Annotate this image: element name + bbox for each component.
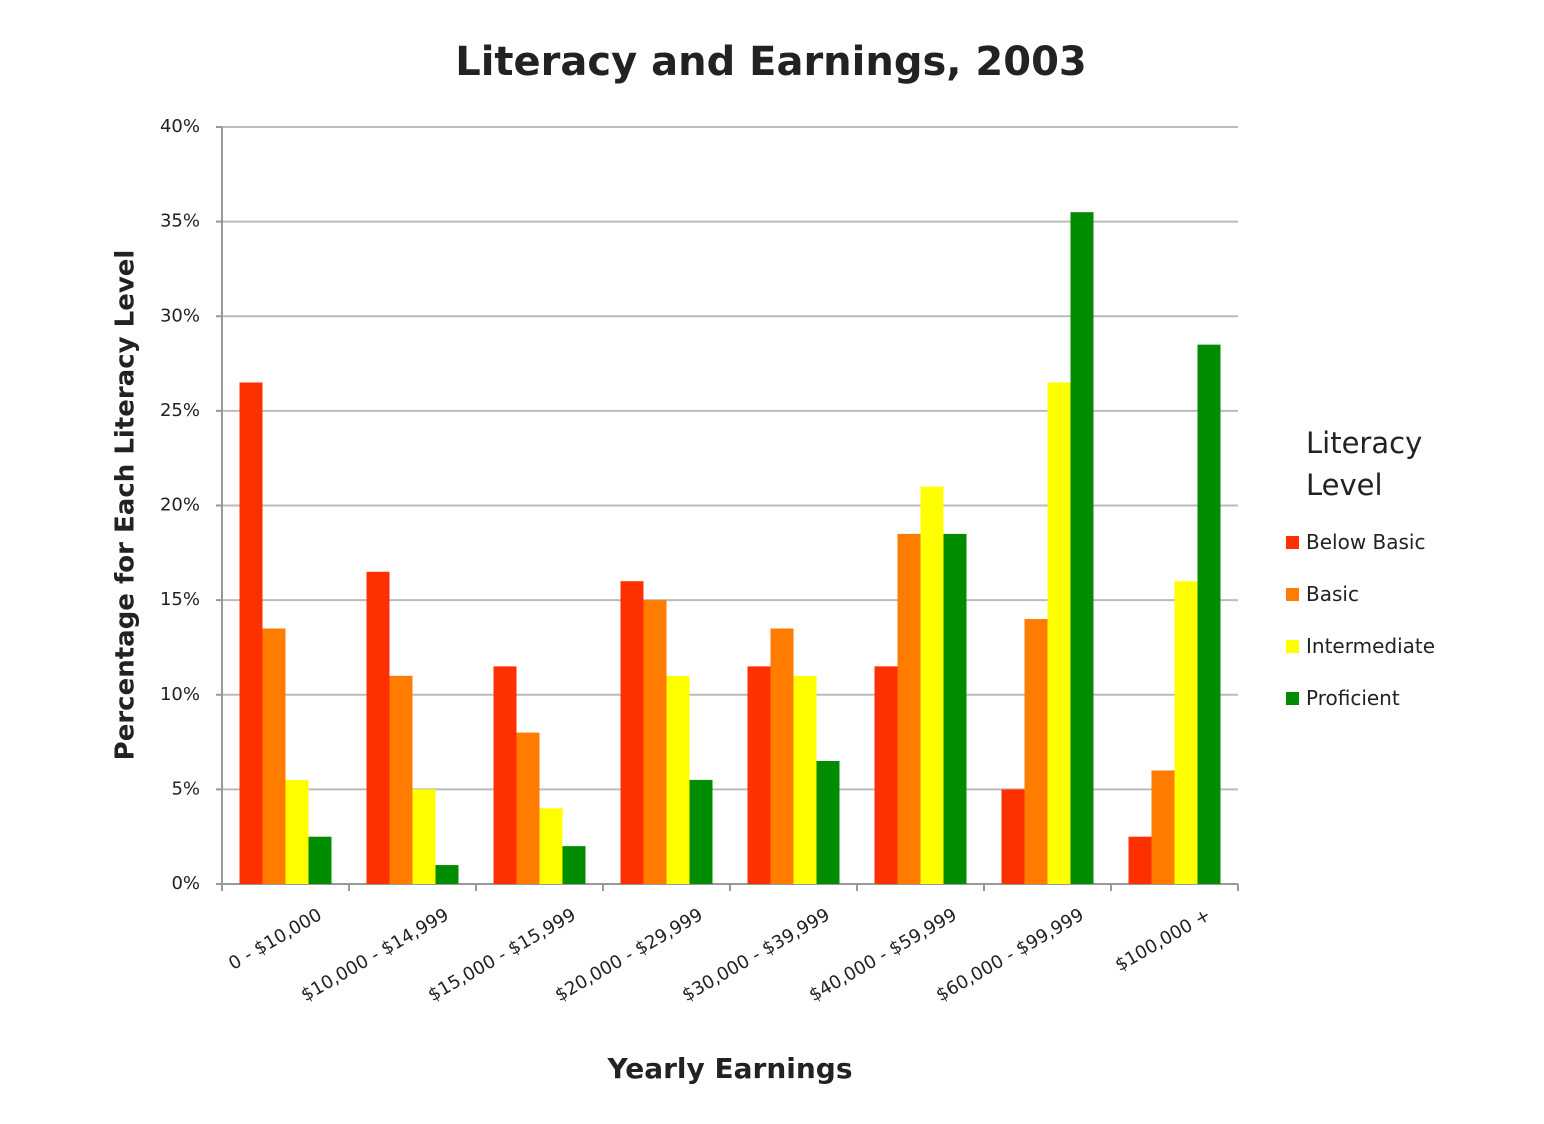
- x-tick-label: 0 - $10,000: [225, 904, 325, 974]
- legend-swatch: [1286, 639, 1299, 653]
- bar: [1151, 770, 1175, 884]
- bar: [262, 628, 286, 884]
- bar: [562, 846, 586, 884]
- bar: [389, 675, 413, 884]
- bar: [493, 666, 517, 884]
- bar: [308, 836, 332, 884]
- legend-label: Basic: [1306, 582, 1359, 606]
- bar: [793, 675, 817, 884]
- y-tick-label: 0%: [171, 873, 200, 894]
- bar: [366, 571, 390, 884]
- bar: [239, 382, 263, 884]
- x-tick-label: $100,000 +: [1112, 904, 1215, 976]
- bar: [1070, 212, 1094, 885]
- legend-label: Below Basic: [1306, 530, 1426, 554]
- legend-item: Basic: [1286, 568, 1486, 620]
- legend-swatch: [1286, 587, 1299, 601]
- y-tick-label: 35%: [160, 211, 200, 232]
- y-tick-label: 25%: [160, 400, 200, 421]
- bar: [770, 628, 794, 884]
- y-tick-label: 20%: [160, 495, 200, 516]
- x-axis-label: Yearly Earnings: [607, 1052, 853, 1085]
- legend-swatch: [1286, 535, 1299, 549]
- legend-item: Intermediate: [1286, 620, 1486, 672]
- legend-item: Below Basic: [1286, 516, 1486, 568]
- y-tick-label: 5%: [171, 778, 200, 799]
- legend-item: Proficient: [1286, 672, 1486, 724]
- legend-label: Intermediate: [1306, 634, 1436, 658]
- y-tick-label: 15%: [160, 589, 200, 610]
- legend: Literacy Level Below Basic Basic Intermedi…: [1286, 422, 1486, 724]
- y-axis-label: Percentage for Each Literacy Level: [111, 250, 141, 761]
- legend-title: Literacy Level: [1306, 426, 1423, 502]
- y-tick-label: 30%: [160, 305, 200, 326]
- bar: [816, 760, 840, 884]
- bar: [1047, 382, 1071, 884]
- bar: [516, 732, 540, 884]
- bar: [1024, 619, 1048, 884]
- y-tick-label: 40%: [160, 116, 200, 137]
- bar: [874, 666, 898, 884]
- legend-label: Proficient: [1306, 686, 1400, 710]
- bar: [285, 779, 309, 884]
- chart-title: Literacy and Earnings, 2003: [455, 39, 1087, 85]
- bar: [435, 865, 459, 884]
- bar: [620, 581, 644, 884]
- bar: [1128, 836, 1152, 884]
- bar: [920, 486, 944, 884]
- bar: [1174, 581, 1198, 884]
- bar: [689, 779, 713, 884]
- bar: [1001, 789, 1025, 884]
- bar: [897, 533, 921, 884]
- y-tick-label: 10%: [160, 684, 200, 705]
- bar: [539, 808, 563, 884]
- bar: [747, 666, 771, 884]
- bar: [666, 675, 690, 884]
- bar: [1197, 344, 1221, 884]
- bar: [643, 600, 667, 884]
- legend-swatch: [1286, 691, 1299, 705]
- bar: [412, 789, 436, 884]
- bar: [943, 533, 967, 884]
